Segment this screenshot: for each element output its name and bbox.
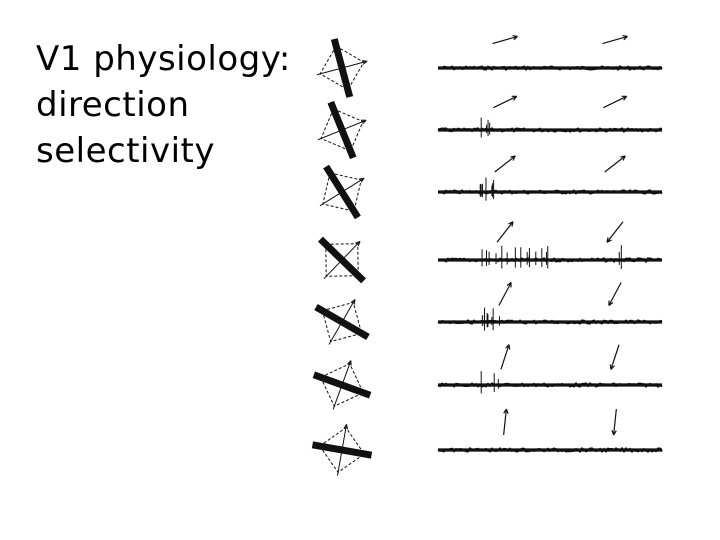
stimulus-bar bbox=[323, 164, 361, 220]
direction-arrowhead bbox=[621, 95, 628, 101]
direction-arrowhead bbox=[620, 155, 626, 161]
direction-arrowhead bbox=[606, 237, 612, 243]
direction-arrow bbox=[603, 95, 627, 109]
direction-arrowhead bbox=[609, 364, 615, 370]
direction-arrow bbox=[503, 409, 507, 435]
direction-arrowhead bbox=[611, 430, 617, 436]
direction-arrow bbox=[494, 155, 516, 173]
stimulus-1 bbox=[316, 38, 368, 98]
direction-arrow bbox=[604, 155, 626, 173]
direction-arrow bbox=[610, 344, 620, 370]
direction-arrowhead bbox=[510, 155, 516, 161]
stimulus-3 bbox=[319, 164, 365, 220]
direction-arrow bbox=[608, 282, 622, 306]
direction-arrowhead bbox=[608, 300, 614, 306]
direction-arrowhead bbox=[512, 34, 518, 41]
stimulus-bar bbox=[311, 441, 373, 459]
stimulus-bar bbox=[327, 100, 357, 160]
motion-arrowhead bbox=[359, 177, 365, 183]
motion-arrowhead bbox=[350, 299, 356, 305]
title-line-3: selectivity bbox=[36, 131, 215, 171]
direction-arrow bbox=[606, 221, 624, 243]
motion-arrowhead bbox=[347, 360, 352, 366]
stimulus-column bbox=[311, 38, 373, 476]
direction-arrow bbox=[602, 35, 628, 45]
direction-arrowhead bbox=[508, 221, 514, 227]
direction-arrow bbox=[493, 95, 517, 109]
stimulus-bar bbox=[317, 236, 367, 284]
stimulus-4 bbox=[317, 236, 367, 284]
stimulus-bar bbox=[314, 303, 370, 341]
receptive-field-outline bbox=[320, 108, 364, 152]
stimulus-bar bbox=[312, 371, 372, 399]
title-line-2: direction bbox=[36, 85, 190, 125]
recording-column bbox=[437, 34, 663, 454]
direction-arrowhead bbox=[622, 34, 628, 41]
slide-title: V1 physiology: direction selectivity bbox=[36, 36, 291, 174]
direction-arrow bbox=[613, 409, 617, 435]
direction-arrow bbox=[496, 221, 514, 243]
stimulus-6 bbox=[312, 360, 372, 410]
motion-arrowhead bbox=[362, 60, 368, 65]
direction-arrowhead bbox=[503, 408, 509, 414]
stimulus-bar bbox=[330, 38, 354, 98]
direction-arrow bbox=[500, 344, 510, 370]
direction-arrowhead bbox=[505, 344, 511, 350]
motion-arrowhead bbox=[343, 424, 349, 430]
direction-arrowhead bbox=[506, 282, 512, 288]
title-line-1: V1 physiology: bbox=[36, 39, 291, 79]
motion-arrowhead bbox=[355, 240, 361, 247]
direction-arrow bbox=[492, 35, 518, 45]
stimulus-5 bbox=[314, 299, 370, 345]
direction-arrowhead bbox=[511, 95, 518, 101]
direction-arrow bbox=[498, 282, 512, 306]
stimulus-7 bbox=[311, 424, 373, 476]
stimulus-2 bbox=[317, 100, 367, 160]
motion-arrowhead bbox=[361, 119, 367, 125]
